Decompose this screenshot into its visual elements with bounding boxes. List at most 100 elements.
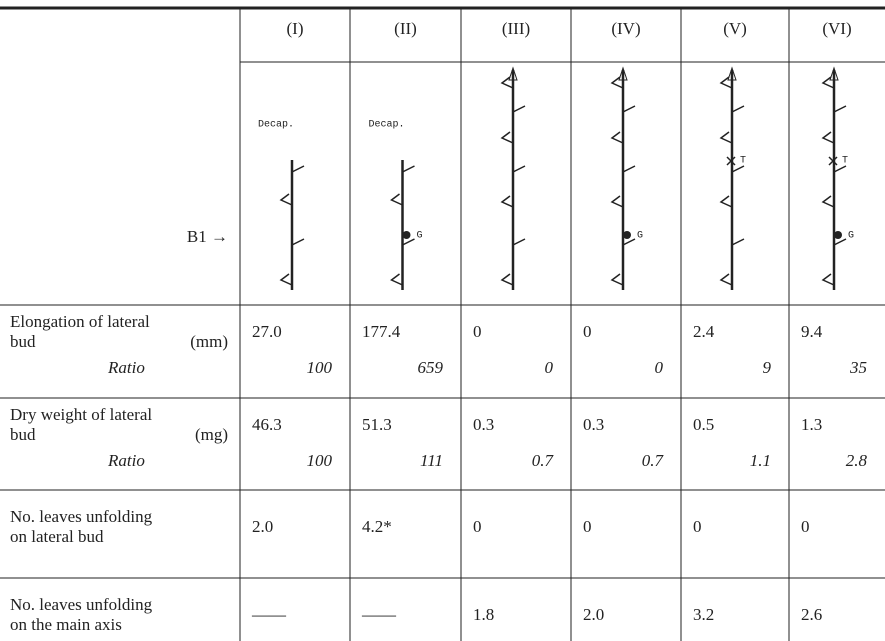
graft-label: G (417, 231, 423, 242)
ratio-value: 100 (307, 451, 333, 470)
ratio-value: 0 (545, 358, 554, 377)
cell-value: 4.2* (362, 517, 392, 536)
treatment-cross (828, 156, 838, 166)
leaf (291, 165, 305, 173)
cell-value: 0.3 (583, 415, 604, 434)
leaf (622, 165, 636, 173)
leaf (500, 273, 514, 286)
row-label: Dry weight of lateral (10, 405, 152, 424)
graft-dot (623, 231, 631, 239)
diagram-row-label: B1 → (187, 227, 228, 246)
row-unit: (mm) (190, 332, 228, 351)
column-header: (VI) (822, 19, 851, 38)
cell-value: 27.0 (252, 322, 282, 341)
ratio-value: 111 (420, 451, 443, 470)
leaf (610, 195, 624, 208)
cell-value: 2.6 (801, 605, 822, 624)
leaf (719, 195, 733, 208)
row-label: No. leaves unfolding (10, 595, 153, 614)
cell-value: 51.3 (362, 415, 392, 434)
leaf (731, 165, 745, 173)
graft-dot (834, 231, 842, 239)
cell-value: 0 (801, 517, 810, 536)
row-label: on lateral bud (10, 527, 104, 546)
treatment-label: T (842, 156, 848, 167)
leaf (719, 273, 733, 286)
row-unit: (mg) (195, 425, 228, 444)
cell-value: 3.2 (693, 605, 714, 624)
leaf (833, 238, 847, 246)
cell-value: —— (361, 605, 397, 624)
column-header: (V) (723, 19, 747, 38)
ratio-value: 0.7 (532, 451, 555, 470)
cell-value: 2.4 (693, 322, 715, 341)
leaf (719, 131, 733, 144)
apex-arrow (727, 66, 737, 81)
leaf (833, 105, 847, 113)
treatment-cross (726, 156, 736, 166)
leaf (512, 238, 526, 246)
leaf (821, 131, 835, 144)
apex-arrow (508, 66, 518, 81)
row-label: bud (10, 425, 36, 444)
cell-value: 9.4 (801, 322, 823, 341)
graft-label: G (637, 231, 643, 242)
cell-value: 46.3 (252, 415, 282, 434)
leaf (731, 105, 745, 113)
leaf (719, 76, 733, 89)
cell-value: 1.3 (801, 415, 822, 434)
column-header: (IV) (611, 19, 640, 38)
graft-label: G (848, 231, 854, 242)
leaf (500, 76, 514, 89)
ratio-value: 1.1 (750, 451, 771, 470)
leaf (731, 238, 745, 246)
ratio-value: 35 (849, 358, 867, 377)
leaf (500, 131, 514, 144)
ratio-label: Ratio (107, 451, 145, 470)
leaf (833, 165, 847, 173)
cell-value: 0 (693, 517, 702, 536)
cell-value: 2.0 (583, 605, 604, 624)
decap-note: Decap. (368, 120, 404, 131)
cell-value: 0.5 (693, 415, 714, 434)
leaf (291, 238, 305, 246)
cell-value: 0 (473, 517, 482, 536)
leaf (821, 273, 835, 286)
cell-value: 1.8 (473, 605, 494, 624)
treatment-label: T (740, 156, 746, 167)
leaf (390, 273, 403, 286)
leaf (390, 193, 403, 206)
row-label: bud (10, 332, 36, 351)
cell-value: 0.3 (473, 415, 494, 434)
apex-arrow (829, 66, 839, 81)
ratio-label: Ratio (107, 358, 145, 377)
column-header: (III) (502, 19, 530, 38)
cell-value: —— (251, 605, 287, 624)
leaf (402, 238, 415, 246)
leaf (279, 193, 293, 206)
row-label: No. leaves unfolding (10, 507, 153, 526)
leaf (622, 238, 636, 246)
ratio-value: 0 (655, 358, 664, 377)
decap-note: Decap. (258, 120, 294, 131)
leaf (512, 105, 526, 113)
leaf (821, 76, 835, 89)
column-header: (I) (287, 19, 304, 38)
apex-arrow (618, 66, 628, 81)
row-label: Elongation of lateral (10, 312, 150, 331)
column-header: (II) (394, 19, 417, 38)
leaf (500, 195, 514, 208)
ratio-value: 100 (307, 358, 333, 377)
leaf (512, 165, 526, 173)
cell-value: 177.4 (362, 322, 401, 341)
cell-value: 0 (583, 322, 592, 341)
ratio-value: 0.7 (642, 451, 665, 470)
leaf (402, 165, 415, 173)
ratio-value: 9 (763, 358, 772, 377)
leaf (610, 76, 624, 89)
cell-value: 0 (583, 517, 592, 536)
leaf (821, 195, 835, 208)
cell-value: 2.0 (252, 517, 273, 536)
leaf (610, 131, 624, 144)
